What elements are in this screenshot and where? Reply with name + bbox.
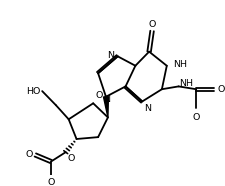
Text: NH: NH xyxy=(179,79,193,88)
Text: O: O xyxy=(95,92,102,100)
Text: HO: HO xyxy=(26,87,40,96)
Text: O: O xyxy=(47,177,54,186)
Text: O: O xyxy=(68,154,75,163)
Text: O: O xyxy=(192,113,199,122)
Text: O: O xyxy=(25,150,32,159)
Text: O: O xyxy=(148,20,155,29)
Text: N: N xyxy=(103,95,110,104)
Polygon shape xyxy=(103,97,108,117)
Text: O: O xyxy=(217,85,224,94)
Text: N: N xyxy=(106,51,113,60)
Text: N: N xyxy=(144,104,151,113)
Text: NH: NH xyxy=(172,60,186,69)
